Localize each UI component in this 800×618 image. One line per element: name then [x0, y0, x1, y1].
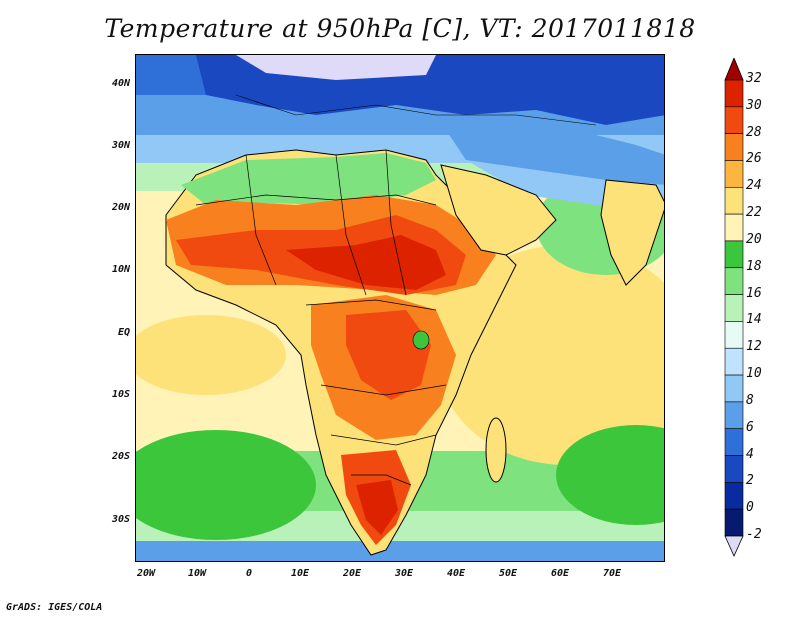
indian-ocean-cool — [556, 425, 664, 525]
colorbar-label: 26 — [746, 151, 762, 167]
border-line — [330, 434, 437, 446]
temperature-map — [135, 54, 665, 562]
colorbar-label: 4 — [746, 446, 754, 462]
lat-label-10n: 10N — [111, 264, 130, 275]
map-title: Temperature at 950hPa [C], VT: 201701181… — [104, 14, 696, 43]
border-line — [305, 299, 437, 311]
lat-label-20s: 20S — [111, 451, 130, 462]
sahel-core — [286, 235, 446, 290]
border-line — [320, 384, 447, 396]
central-africa-hot — [346, 310, 431, 400]
colorbar-label: 6 — [746, 419, 754, 435]
atlantic-warm-patch — [136, 315, 286, 395]
southern-africa-core — [356, 480, 398, 535]
colorbar-label: 8 — [746, 392, 754, 408]
europe-snow — [236, 55, 436, 80]
colorbar-segment — [724, 321, 744, 349]
colorbar-label: 18 — [746, 258, 762, 274]
colorbar-segment — [724, 160, 744, 188]
colorbar-segment — [724, 186, 744, 215]
colorbar-bottom-arrow — [724, 535, 744, 557]
colorbar-label: 10 — [746, 366, 762, 382]
lon-label-10e: 10E — [290, 568, 310, 579]
colorbar-segment — [724, 267, 744, 295]
lat-label-30s: 30S — [111, 514, 130, 525]
colorbar-segment — [724, 79, 744, 108]
lat-label-20n: 20N — [111, 202, 130, 213]
colorbar-label: 0 — [746, 500, 754, 516]
colorbar-segment — [724, 106, 744, 134]
colorbar-label: 32 — [746, 71, 762, 86]
colorbar-segment — [724, 401, 744, 430]
credit-text: GrADS: IGES/COLA — [6, 602, 103, 613]
colorbar-segment — [724, 482, 744, 510]
colorbar-label: 30 — [746, 97, 762, 113]
colorbar-segment — [724, 508, 744, 537]
colorbar-label: 22 — [746, 205, 762, 221]
lon-label-10w: 10W — [187, 568, 207, 579]
lat-label-40n: 40N — [111, 78, 130, 89]
colorbar-label: -2 — [746, 527, 762, 542]
border-line — [245, 154, 277, 286]
lon-label-30e: 30E — [394, 568, 414, 579]
lat-label-10s: 10S — [111, 389, 130, 400]
lon-label-40e: 40E — [446, 568, 466, 579]
colorbar-segment — [724, 294, 744, 322]
lat-label-eq: EQ — [117, 327, 130, 338]
atlantic-cool-patch — [136, 430, 316, 540]
ocean-band-south-3 — [136, 541, 664, 561]
border-line — [385, 149, 407, 296]
lat-label-30n: 30N — [111, 140, 130, 151]
lon-label-60e: 60E — [550, 568, 570, 579]
colorbar-segment — [724, 428, 744, 456]
middle-east-blue — [436, 115, 664, 185]
colorbar-label: 12 — [746, 339, 762, 355]
madagascar — [485, 417, 507, 483]
colorbar-segment — [724, 213, 744, 242]
lon-label-70e: 70E — [602, 568, 622, 579]
colorbar-top-arrow — [724, 58, 744, 81]
lon-label-20w: 20W — [136, 568, 156, 579]
colorbar-label: 20 — [746, 231, 762, 247]
border-line — [335, 154, 367, 296]
colorbar-label: 14 — [746, 312, 762, 328]
lake-victoria — [412, 330, 430, 350]
border-line — [195, 194, 437, 206]
colorbar-segment — [724, 133, 744, 161]
border-line — [351, 474, 412, 486]
colorbar-segment — [724, 347, 744, 376]
border-line — [235, 94, 597, 126]
colorbar-label: 2 — [746, 473, 754, 489]
colorbar-segment — [724, 455, 744, 483]
colorbar-segment — [724, 240, 744, 269]
arabia-landmass — [440, 164, 557, 256]
colorbar-label: 24 — [746, 178, 762, 194]
sahara-green — [181, 153, 436, 205]
lon-label-0: 0 — [245, 568, 253, 579]
lon-label-50e: 50E — [498, 568, 518, 579]
colorbar-segment — [724, 374, 744, 403]
lon-label-20e: 20E — [342, 568, 362, 579]
colorbar-label: 16 — [746, 285, 762, 301]
india-landmass — [600, 179, 664, 286]
colorbar — [724, 58, 744, 557]
colorbar-label: 28 — [746, 124, 762, 140]
